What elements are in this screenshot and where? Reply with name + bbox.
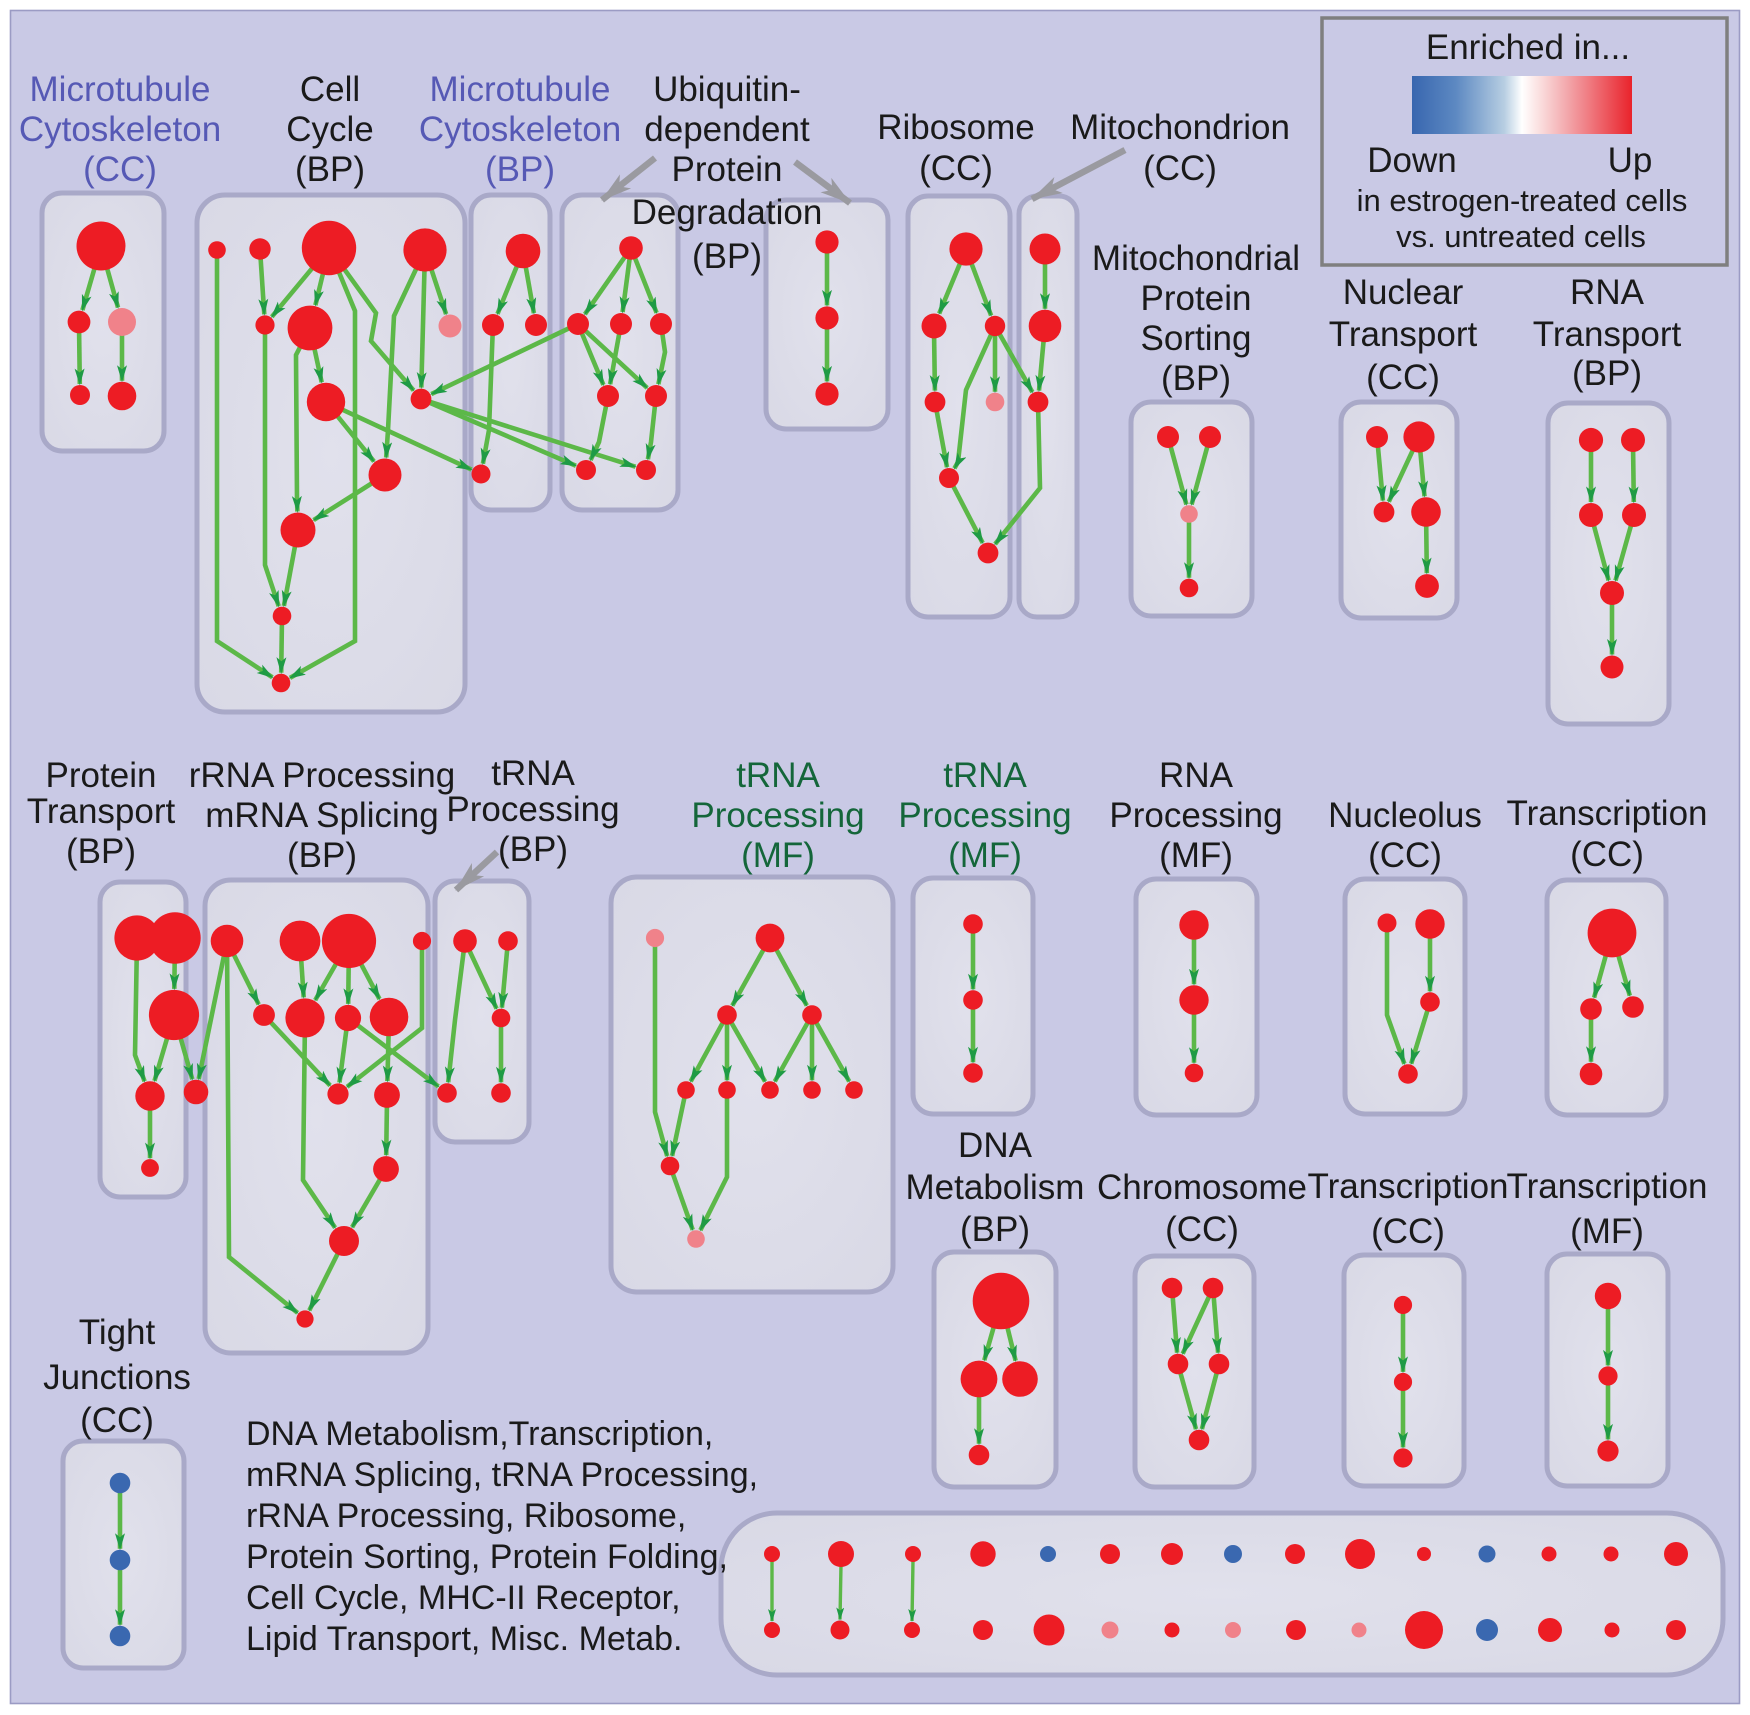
svg-text:Transcription: Transcription [1308, 1167, 1509, 1206]
svg-text:(BP): (BP) [66, 832, 136, 871]
svg-text:(MF): (MF) [1159, 836, 1233, 875]
svg-text:Microtubule: Microtubule [430, 70, 611, 109]
svg-text:vs. untreated cells: vs. untreated cells [1396, 219, 1646, 254]
svg-text:dependent: dependent [644, 110, 810, 149]
svg-text:(BP): (BP) [1161, 359, 1231, 398]
svg-text:(BP): (BP) [692, 237, 762, 276]
svg-text:tRNA: tRNA [491, 754, 575, 793]
svg-text:(CC): (CC) [83, 150, 157, 189]
svg-text:Junctions: Junctions [43, 1358, 191, 1397]
svg-text:(CC): (CC) [1165, 1210, 1239, 1249]
svg-text:Sorting: Sorting [1141, 319, 1252, 358]
svg-text:(MF): (MF) [741, 836, 815, 875]
svg-text:mRNA Splicing: mRNA Splicing [205, 796, 438, 835]
svg-text:Tight: Tight [79, 1313, 156, 1352]
svg-text:Enriched in...: Enriched in... [1426, 28, 1630, 67]
svg-text:Mitochondrial: Mitochondrial [1092, 239, 1300, 278]
svg-text:(CC): (CC) [1570, 835, 1644, 874]
svg-text:Protein: Protein [46, 756, 157, 795]
svg-text:Nuclear: Nuclear [1343, 273, 1464, 312]
svg-text:RNA: RNA [1570, 273, 1645, 312]
svg-text:rRNA Processing, Ribosome,: rRNA Processing, Ribosome, [246, 1497, 686, 1535]
svg-text:(BP): (BP) [287, 836, 357, 875]
svg-text:mRNA Splicing, tRNA Processing: mRNA Splicing, tRNA Processing, [246, 1456, 758, 1494]
svg-text:tRNA: tRNA [943, 756, 1027, 795]
svg-text:Lipid Transport, Misc. Metab.: Lipid Transport, Misc. Metab. [246, 1620, 683, 1658]
svg-text:DNA Metabolism,Transcription,: DNA Metabolism,Transcription, [246, 1415, 713, 1453]
svg-text:(BP): (BP) [485, 150, 555, 189]
svg-text:Cell Cycle, MHC-II Receptor,: Cell Cycle, MHC-II Receptor, [246, 1579, 681, 1617]
svg-text:Transport: Transport [1533, 315, 1682, 354]
svg-text:Degradation: Degradation [632, 193, 823, 232]
svg-text:(BP): (BP) [1572, 354, 1642, 393]
svg-text:(BP): (BP) [295, 150, 365, 189]
svg-text:Protein: Protein [672, 150, 783, 189]
svg-text:Processing: Processing [446, 790, 619, 829]
svg-text:(CC): (CC) [1371, 1212, 1445, 1251]
svg-text:Ribosome: Ribosome [877, 108, 1035, 147]
svg-text:Cell: Cell [300, 70, 360, 109]
svg-text:Mitochondrion: Mitochondrion [1070, 108, 1290, 147]
svg-text:Chromosome: Chromosome [1097, 1168, 1307, 1207]
svg-text:(MF): (MF) [1570, 1212, 1644, 1251]
svg-text:(CC): (CC) [80, 1401, 154, 1440]
svg-text:(CC): (CC) [1143, 149, 1217, 188]
svg-text:Cycle: Cycle [286, 110, 374, 149]
svg-text:Transcription: Transcription [1507, 1167, 1708, 1206]
svg-text:Processing: Processing [691, 796, 864, 835]
svg-text:RNA: RNA [1159, 756, 1234, 795]
svg-text:DNA: DNA [958, 1126, 1033, 1165]
svg-text:Processing: Processing [1109, 796, 1282, 835]
svg-text:Metabolism: Metabolism [906, 1168, 1085, 1207]
svg-text:(BP): (BP) [498, 830, 568, 869]
svg-text:(BP): (BP) [960, 1210, 1030, 1249]
svg-text:Ubiquitin-: Ubiquitin- [653, 70, 801, 109]
svg-text:(CC): (CC) [1368, 836, 1442, 875]
svg-text:(CC): (CC) [1366, 358, 1440, 397]
svg-text:tRNA: tRNA [736, 756, 820, 795]
svg-text:Up: Up [1608, 141, 1653, 180]
svg-text:Protein Sorting, Protein Foldi: Protein Sorting, Protein Folding, [246, 1538, 728, 1576]
svg-text:rRNA Processing: rRNA Processing [189, 756, 455, 795]
svg-text:Microtubule: Microtubule [30, 70, 211, 109]
svg-text:Cytoskeleton: Cytoskeleton [19, 110, 221, 149]
svg-text:Nucleolus: Nucleolus [1328, 796, 1482, 835]
svg-text:(CC): (CC) [919, 149, 993, 188]
svg-text:Transport: Transport [1329, 315, 1478, 354]
svg-text:(MF): (MF) [948, 836, 1022, 875]
svg-text:Transport: Transport [27, 792, 176, 831]
svg-text:Transcription: Transcription [1507, 794, 1708, 833]
svg-text:Down: Down [1367, 141, 1456, 180]
svg-text:in estrogen-treated cells: in estrogen-treated cells [1357, 183, 1688, 218]
svg-text:Cytoskeleton: Cytoskeleton [419, 110, 621, 149]
svg-text:Processing: Processing [898, 796, 1071, 835]
svg-text:Protein: Protein [1141, 279, 1252, 318]
